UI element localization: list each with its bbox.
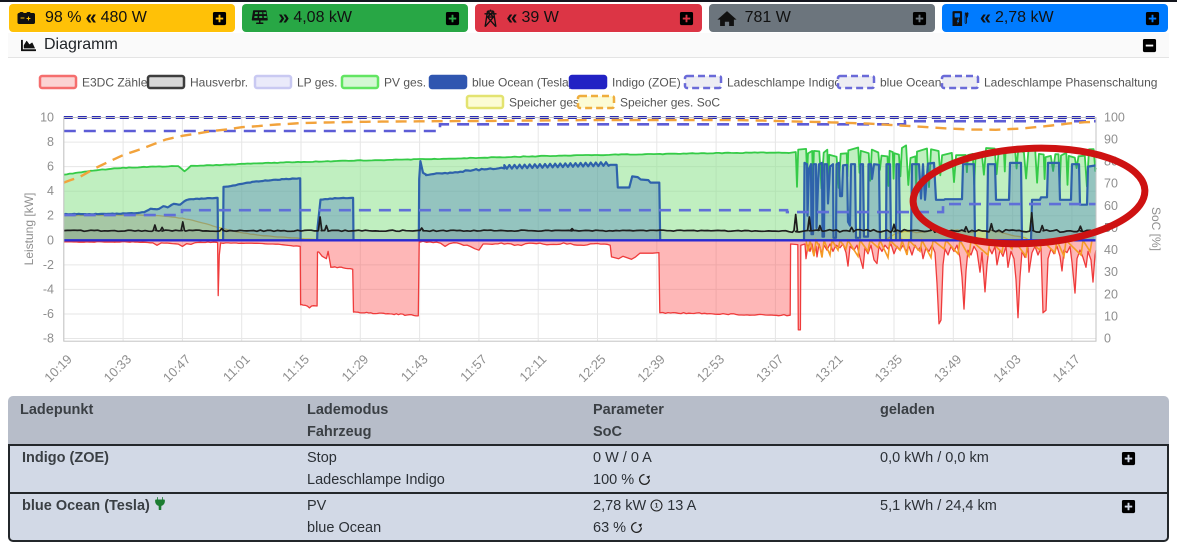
svg-text:4: 4 — [47, 184, 54, 198]
svg-text:12:39: 12:39 — [634, 352, 668, 386]
svg-text:Speicher ges.: Speicher ges. — [509, 96, 582, 110]
svg-text:100: 100 — [1104, 110, 1125, 124]
svg-text:30: 30 — [1104, 265, 1118, 279]
svg-text:LP ges.: LP ges. — [297, 76, 337, 90]
svg-text:20: 20 — [1104, 287, 1118, 301]
svg-text:Ladeschlampe Indigo: Ladeschlampe Indigo — [727, 76, 841, 90]
svg-text:6: 6 — [47, 160, 54, 174]
svg-text:Speicher ges. SoC: Speicher ges. SoC — [620, 96, 720, 110]
svg-text:13:21: 13:21 — [812, 352, 846, 386]
svg-text:13:07: 13:07 — [753, 352, 787, 386]
svg-text:1: 1 — [655, 503, 659, 510]
svg-text:11:43: 11:43 — [398, 352, 431, 385]
svg-text:-6: -6 — [43, 307, 54, 321]
svg-text:12:11: 12:11 — [516, 352, 549, 385]
svg-text:2: 2 — [47, 209, 54, 223]
svg-text:11:57: 11:57 — [457, 352, 490, 385]
svg-text:E3DC Zähler: E3DC Zähler — [82, 76, 151, 90]
svg-text:10:19: 10:19 — [41, 352, 75, 386]
svg-text:8: 8 — [47, 135, 54, 149]
svg-text:11:15: 11:15 — [279, 352, 312, 385]
svg-text:60: 60 — [1104, 199, 1118, 213]
svg-text:-8: -8 — [43, 332, 54, 346]
svg-text:Ladeschlampe Phasenschaltung: Ladeschlampe Phasenschaltung — [984, 76, 1157, 90]
svg-text:-4: -4 — [43, 282, 54, 296]
svg-text:blue Ocean: blue Ocean — [880, 76, 941, 90]
svg-text:90: 90 — [1104, 132, 1118, 146]
svg-text:11:01: 11:01 — [220, 352, 253, 385]
svg-text:Hausverbr.: Hausverbr. — [190, 76, 248, 90]
svg-text:10: 10 — [1104, 309, 1118, 323]
svg-text:70: 70 — [1104, 177, 1118, 191]
svg-text:12:25: 12:25 — [575, 352, 609, 386]
svg-text:14:17: 14:17 — [1049, 352, 1083, 386]
svg-text:10:47: 10:47 — [160, 352, 194, 386]
svg-text:13:49: 13:49 — [931, 352, 965, 386]
svg-text:10: 10 — [40, 111, 54, 125]
svg-text:14:03: 14:03 — [990, 352, 1024, 386]
svg-text:11:29: 11:29 — [338, 352, 371, 385]
svg-text:SoC [%]: SoC [%] — [1149, 207, 1163, 251]
svg-text:10:33: 10:33 — [101, 352, 135, 386]
svg-text:PV ges.: PV ges. — [384, 76, 426, 90]
svg-text:0: 0 — [47, 233, 54, 247]
svg-text:0: 0 — [1104, 332, 1111, 346]
svg-text:12:53: 12:53 — [694, 352, 728, 386]
svg-text:Leistung [kW]: Leistung [kW] — [22, 193, 36, 266]
svg-text:13:35: 13:35 — [872, 352, 906, 386]
svg-text:Indigo (ZOE): Indigo (ZOE) — [612, 76, 681, 90]
svg-text:-2: -2 — [43, 258, 54, 272]
svg-text:40: 40 — [1104, 243, 1118, 257]
svg-text:blue Ocean (Tesla): blue Ocean (Tesla) — [472, 76, 573, 90]
